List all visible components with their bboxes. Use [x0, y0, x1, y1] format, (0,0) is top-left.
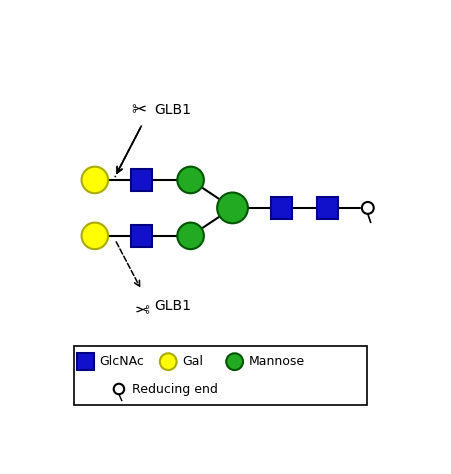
Circle shape — [217, 192, 248, 223]
Bar — [131, 225, 152, 246]
Circle shape — [82, 223, 108, 249]
Text: GLB1: GLB1 — [154, 299, 191, 313]
Text: GLB1: GLB1 — [154, 103, 191, 117]
Circle shape — [177, 223, 204, 249]
Bar — [131, 169, 152, 191]
Circle shape — [362, 202, 374, 214]
Circle shape — [177, 167, 204, 193]
Bar — [317, 197, 338, 219]
Text: ✂: ✂ — [134, 297, 149, 315]
Text: Reducing end: Reducing end — [132, 383, 218, 395]
Text: Gal: Gal — [182, 355, 203, 368]
Text: GlcNAc: GlcNAc — [100, 355, 145, 368]
Text: ✂: ✂ — [131, 101, 147, 119]
Bar — [78, 353, 94, 370]
Bar — [74, 346, 368, 405]
Circle shape — [82, 167, 108, 193]
Circle shape — [226, 353, 243, 370]
Text: Mannose: Mannose — [249, 355, 305, 368]
Bar — [271, 197, 292, 219]
Circle shape — [114, 384, 124, 394]
Circle shape — [160, 353, 177, 370]
